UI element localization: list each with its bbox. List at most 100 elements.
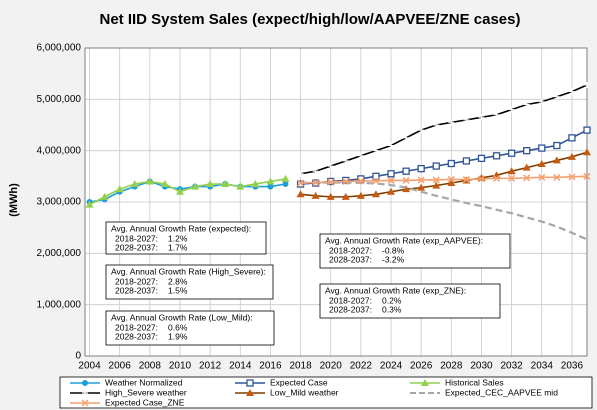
legend-item: Low_Mild weather xyxy=(235,387,339,397)
annotation-box xyxy=(105,264,274,300)
legend-label: Weather Normalized xyxy=(105,377,183,387)
annotation: Avg. Annual Growth Rate (exp_ZNE):2018-2… xyxy=(319,283,501,319)
data-point xyxy=(477,154,486,163)
data-point xyxy=(221,180,230,188)
annotation-period: 2018-2027: xyxy=(115,276,158,286)
annotation-title: Avg. Annual Growth Rate (expected): xyxy=(111,223,251,233)
data-point xyxy=(266,177,275,185)
annotation-box xyxy=(105,310,275,346)
annotation-period: 2018-2027: xyxy=(115,322,158,332)
legend-marker xyxy=(246,379,254,387)
x-tick-label: 2028 xyxy=(440,361,463,372)
annotation: Avg. Annual Growth Rate (exp_AAPVEE):201… xyxy=(319,233,511,269)
data-point xyxy=(433,122,440,128)
data-point xyxy=(583,126,591,134)
data-point xyxy=(297,170,304,177)
annotation-rate: 2.8% xyxy=(168,276,188,286)
y-tick-label: 2,000,000 xyxy=(37,248,82,259)
data-point xyxy=(418,127,425,134)
legend-marker xyxy=(246,389,254,396)
data-point xyxy=(145,177,154,185)
x-tick-label: 2030 xyxy=(470,361,493,372)
y-tick-label: 5,000,000 xyxy=(37,94,82,105)
legend-label: Low_Mild weather xyxy=(270,387,339,397)
x-tick-label: 2014 xyxy=(229,361,252,372)
data-point xyxy=(206,180,215,188)
data-point xyxy=(584,81,590,88)
data-point xyxy=(462,157,471,165)
data-point xyxy=(523,147,531,155)
annotation-title: Avg. Annual Growth Rate (High_Severe): xyxy=(111,266,266,276)
data-point xyxy=(100,192,109,200)
annotation-rate: -0.8% xyxy=(382,245,405,255)
x-tick-label: 2020 xyxy=(320,361,343,372)
legend-marker xyxy=(82,380,88,386)
data-point xyxy=(402,185,411,193)
legend-marker xyxy=(81,399,89,407)
data-point xyxy=(462,175,470,183)
data-point xyxy=(236,182,245,190)
data-point xyxy=(191,182,200,190)
data-point xyxy=(296,190,305,198)
data-point xyxy=(568,88,575,95)
data-point xyxy=(281,174,290,182)
x-tick-label: 2026 xyxy=(410,361,433,372)
data-point xyxy=(507,149,516,157)
legend-label: Historical Sales xyxy=(445,377,504,387)
data-point xyxy=(372,172,380,180)
data-point xyxy=(538,98,545,105)
data-point xyxy=(387,176,395,184)
data-point xyxy=(130,180,139,188)
legend-item: Expected Case xyxy=(235,377,328,387)
y-tick-label: 6,000,000 xyxy=(37,43,82,54)
data-point xyxy=(341,192,350,200)
data-point xyxy=(356,191,365,199)
data-point xyxy=(387,187,396,195)
x-tick-label: 2018 xyxy=(289,361,312,372)
data-point xyxy=(402,176,410,184)
data-point xyxy=(372,177,380,185)
data-point xyxy=(402,167,410,175)
data-point xyxy=(312,178,320,187)
data-point xyxy=(447,159,455,168)
annotation-period: 2028-2037: xyxy=(115,331,158,341)
data-point xyxy=(267,183,274,190)
data-point xyxy=(371,190,380,198)
data-point xyxy=(417,164,425,173)
x-tick-label: 2036 xyxy=(561,361,584,372)
data-point xyxy=(538,144,546,152)
legend-item: Expected Case_ZNE xyxy=(70,397,185,407)
data-point xyxy=(432,162,440,170)
annotation-title: Avg. Annual Growth Rate (Low_Mild): xyxy=(111,312,253,322)
data-point xyxy=(85,200,94,208)
data-point xyxy=(447,175,455,183)
data-point xyxy=(463,116,470,123)
data-point xyxy=(327,163,334,170)
x-tick-label: 2032 xyxy=(500,361,523,372)
plot-border xyxy=(84,47,588,357)
annotation: Avg. Annual Growth Rate (expected):2018-… xyxy=(105,221,267,255)
legend-label: Expected Case xyxy=(270,377,328,387)
data-point xyxy=(160,180,169,188)
annotation-period: 2018-2027: xyxy=(329,295,372,305)
data-point xyxy=(478,114,485,121)
data-point xyxy=(538,173,546,181)
legend: Weather Normalized Expected Case Historica… xyxy=(59,376,593,409)
data-point xyxy=(583,172,591,180)
data-point xyxy=(357,152,364,159)
data-point xyxy=(115,185,124,193)
y-tick-label: 0 xyxy=(75,351,81,362)
series-line xyxy=(300,181,588,241)
legend-marker xyxy=(82,390,88,396)
data-point xyxy=(175,187,184,195)
data-point xyxy=(342,177,350,185)
data-point xyxy=(403,134,410,141)
annotation-rate: 0.3% xyxy=(382,304,402,314)
data-point xyxy=(326,192,335,200)
x-tick-label: 2006 xyxy=(109,361,132,372)
data-point xyxy=(493,174,501,182)
data-point xyxy=(311,191,320,199)
annotation: Avg. Annual Growth Rate (High_Severe):20… xyxy=(105,264,274,300)
annotation-period: 2028-2037: xyxy=(329,304,372,314)
